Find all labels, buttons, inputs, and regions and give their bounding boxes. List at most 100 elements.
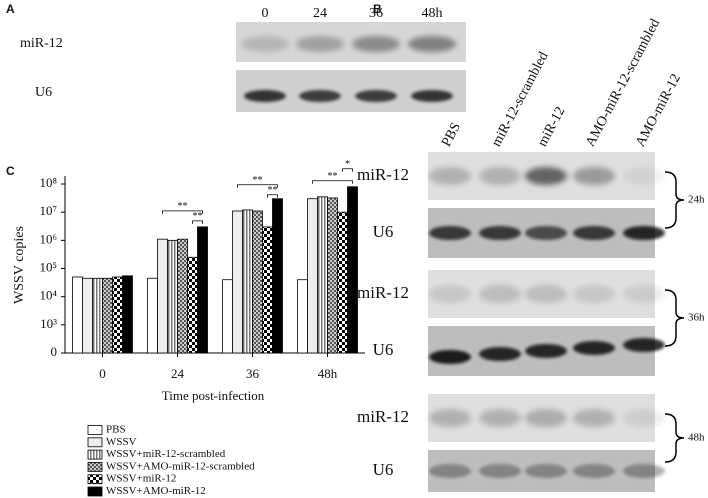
band [623, 464, 665, 478]
band [479, 347, 521, 361]
row-label: miR-12 [20, 36, 63, 51]
x-tick-label: 0 [99, 366, 106, 381]
legend-label: WSSV+AMO-miR-12-scrambled [106, 460, 255, 472]
legend-label: WSSV+miR-12-scrambled [106, 448, 226, 460]
band [573, 464, 615, 478]
lane-label: PBS [439, 120, 464, 149]
bracket [312, 180, 353, 184]
band [241, 36, 289, 52]
y-tick-label: 10⁵ [39, 259, 57, 274]
significance: ** [193, 211, 203, 222]
band [573, 341, 615, 355]
bracket [237, 184, 278, 188]
band [573, 167, 615, 185]
lane-label: miR-12 [535, 105, 568, 150]
bar [252, 210, 263, 354]
band [299, 90, 341, 102]
lane-label: 0 [262, 6, 269, 21]
brace [664, 171, 685, 229]
bracket [267, 194, 278, 198]
legend-label: WSSV [106, 436, 137, 448]
band [573, 285, 615, 303]
band [623, 409, 665, 427]
panel-label: B [373, 2, 382, 16]
legend-swatch [87, 437, 103, 448]
time-label: 36h [688, 312, 705, 324]
legend-swatch [87, 425, 103, 435]
bar [232, 210, 243, 354]
time-label: 48h [688, 432, 705, 444]
lane-label: 24 [313, 6, 327, 21]
significance: ** [268, 185, 278, 196]
x-axis-title: Time post-infection [162, 388, 265, 403]
band [479, 226, 521, 240]
brace [664, 289, 685, 347]
bar [317, 196, 328, 354]
band [525, 167, 567, 185]
bar [82, 277, 93, 354]
band [429, 350, 471, 364]
band [479, 409, 521, 427]
band [429, 409, 471, 427]
band [623, 167, 665, 185]
band [429, 167, 471, 185]
bar [337, 211, 348, 354]
brace [664, 413, 685, 463]
bracket [192, 220, 203, 224]
bar [167, 239, 178, 354]
band [411, 90, 453, 102]
band [623, 338, 665, 352]
significance: ** [178, 201, 188, 212]
legend-label: WSSV+miR-12 [106, 473, 176, 485]
legend-label: PBS [106, 424, 126, 436]
time-label: 24h [688, 194, 705, 206]
bar [147, 277, 158, 354]
significance: ** [253, 175, 263, 186]
band [525, 226, 567, 240]
x-tick-label: 24 [171, 366, 185, 381]
bar [102, 277, 113, 354]
band [429, 285, 471, 303]
band [408, 36, 456, 52]
bar [92, 277, 103, 354]
panel-label: C [6, 164, 15, 178]
legend-label: WSSV+AMO-miR-12 [106, 485, 206, 497]
bar [297, 279, 308, 354]
y-tick-label: 10⁸ [39, 175, 57, 190]
bracket [162, 210, 203, 214]
y-axis-title: WSSV copies [12, 226, 27, 304]
band [525, 285, 567, 303]
bar [262, 226, 273, 354]
bar [197, 226, 208, 354]
bar [242, 209, 253, 354]
lane-label: 48h [422, 6, 443, 21]
lane-label: 36 [369, 6, 383, 21]
legend-swatch [87, 449, 103, 460]
x-tick-label: 36 [246, 366, 260, 381]
bar [72, 276, 83, 354]
bar [177, 238, 188, 354]
legend-swatch [87, 486, 103, 497]
legend-swatch [87, 461, 103, 472]
band [355, 90, 397, 102]
y-tick-label: 10⁷ [39, 203, 57, 218]
panel-label: A [6, 2, 15, 16]
bar [272, 198, 283, 354]
row-label: miR-12 [357, 165, 409, 184]
bracket [342, 168, 353, 172]
row-label: miR-12 [357, 407, 409, 426]
y-tick-label: 0 [51, 344, 58, 359]
band [573, 226, 615, 240]
significance: * [345, 159, 350, 170]
band [429, 464, 471, 478]
bar [187, 256, 198, 354]
significance: ** [328, 171, 338, 182]
band [479, 167, 521, 185]
row-label: miR-12 [357, 283, 409, 302]
bar [307, 198, 318, 354]
bar [157, 238, 168, 354]
band [623, 285, 665, 303]
band [623, 226, 665, 240]
